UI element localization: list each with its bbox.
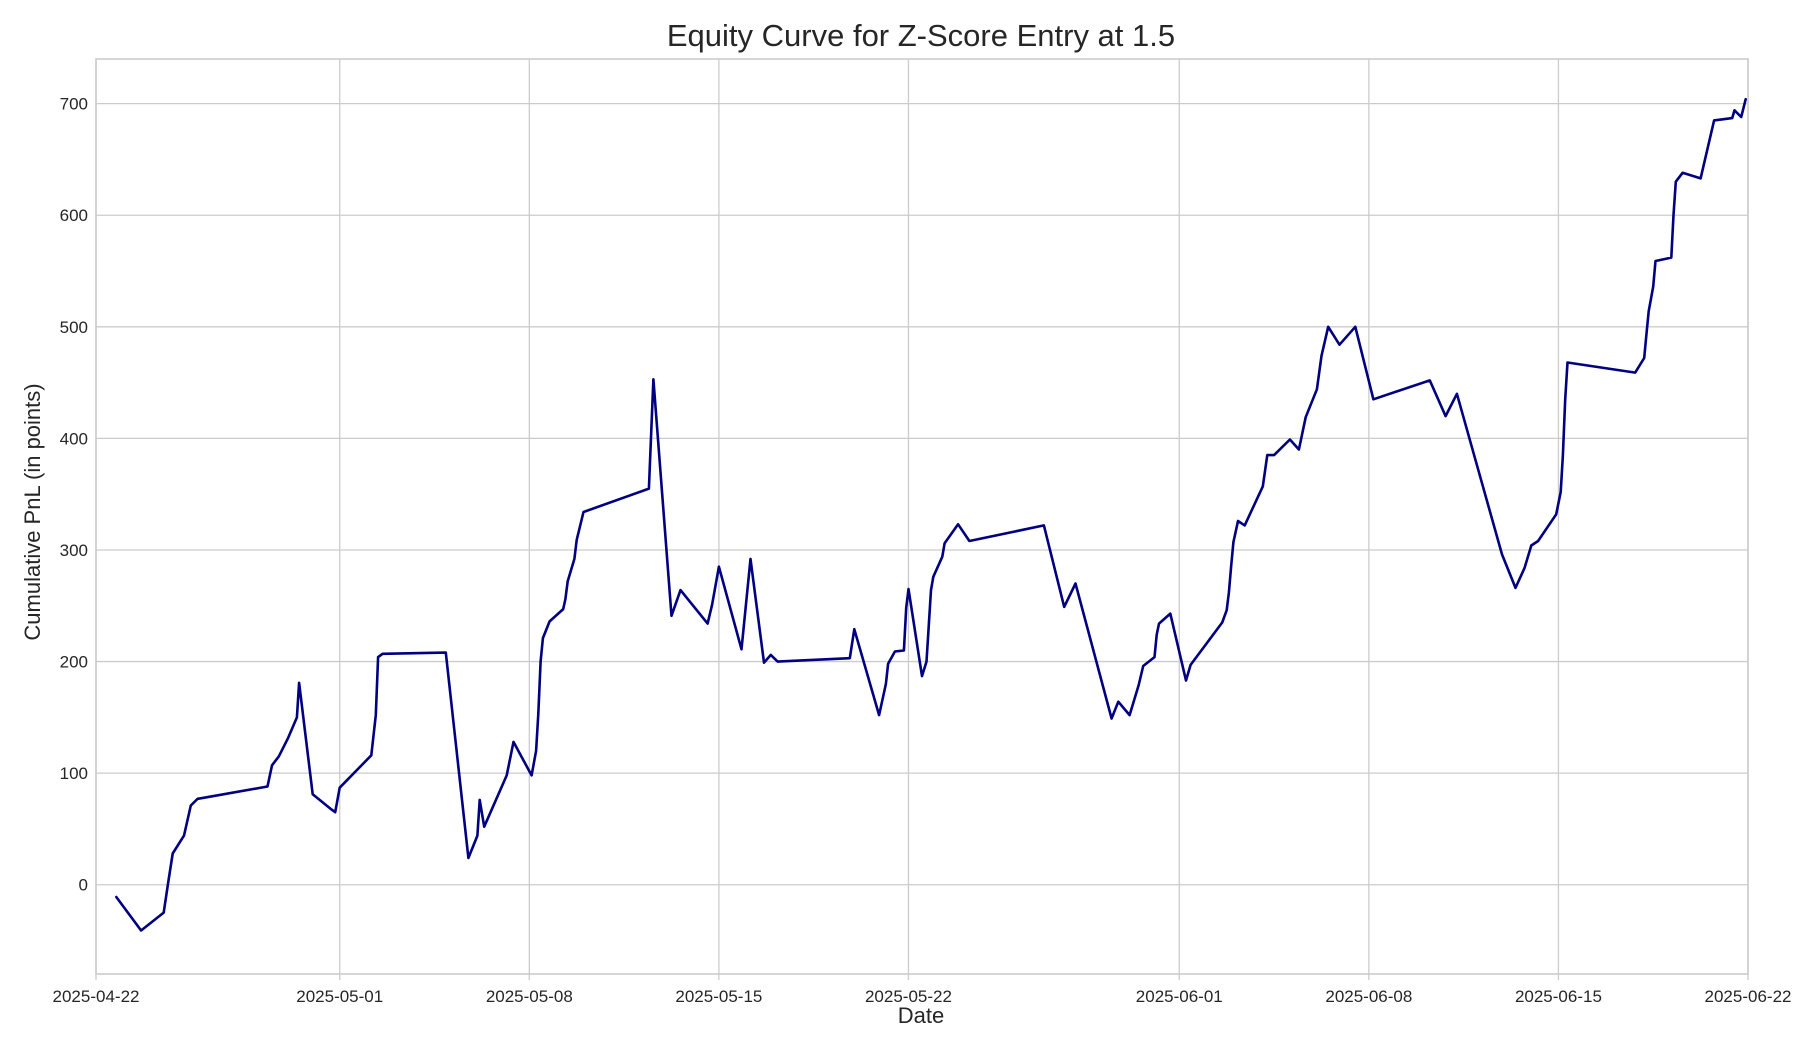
x-tick-label: 2025-04-22 — [53, 987, 140, 1006]
plot-frame — [96, 59, 1748, 974]
gridlines — [96, 59, 1748, 980]
chart-title: Equity Curve for Z-Score Entry at 1.5 — [667, 18, 1175, 53]
x-tick-label: 2025-06-01 — [1136, 987, 1223, 1006]
equity-curve-line — [116, 99, 1745, 930]
y-tick-label: 200 — [60, 653, 88, 672]
x-tick-label: 2025-06-22 — [1705, 987, 1792, 1006]
y-tick-labels: 0 100 200 300 400 500 600 700 — [60, 95, 88, 895]
x-tick-label: 2025-06-08 — [1325, 987, 1412, 1006]
y-tick-label: 100 — [60, 764, 88, 783]
y-tick-label: 300 — [60, 541, 88, 560]
y-tick-label: 400 — [60, 429, 88, 448]
series-layer — [116, 99, 1745, 930]
x-tick-label: 2025-05-15 — [675, 987, 762, 1006]
x-tick-label: 2025-05-01 — [296, 987, 383, 1006]
y-tick-label: 500 — [60, 318, 88, 337]
y-tick-label: 700 — [60, 95, 88, 114]
y-tick-label: 600 — [60, 206, 88, 225]
y-tick-label: 0 — [79, 876, 88, 895]
x-axis-label: Date — [898, 1003, 944, 1028]
x-tick-label: 2025-06-15 — [1515, 987, 1602, 1006]
x-tick-label: 2025-05-08 — [486, 987, 573, 1006]
y-axis-label: Cumulative PnL (in points) — [20, 383, 45, 640]
